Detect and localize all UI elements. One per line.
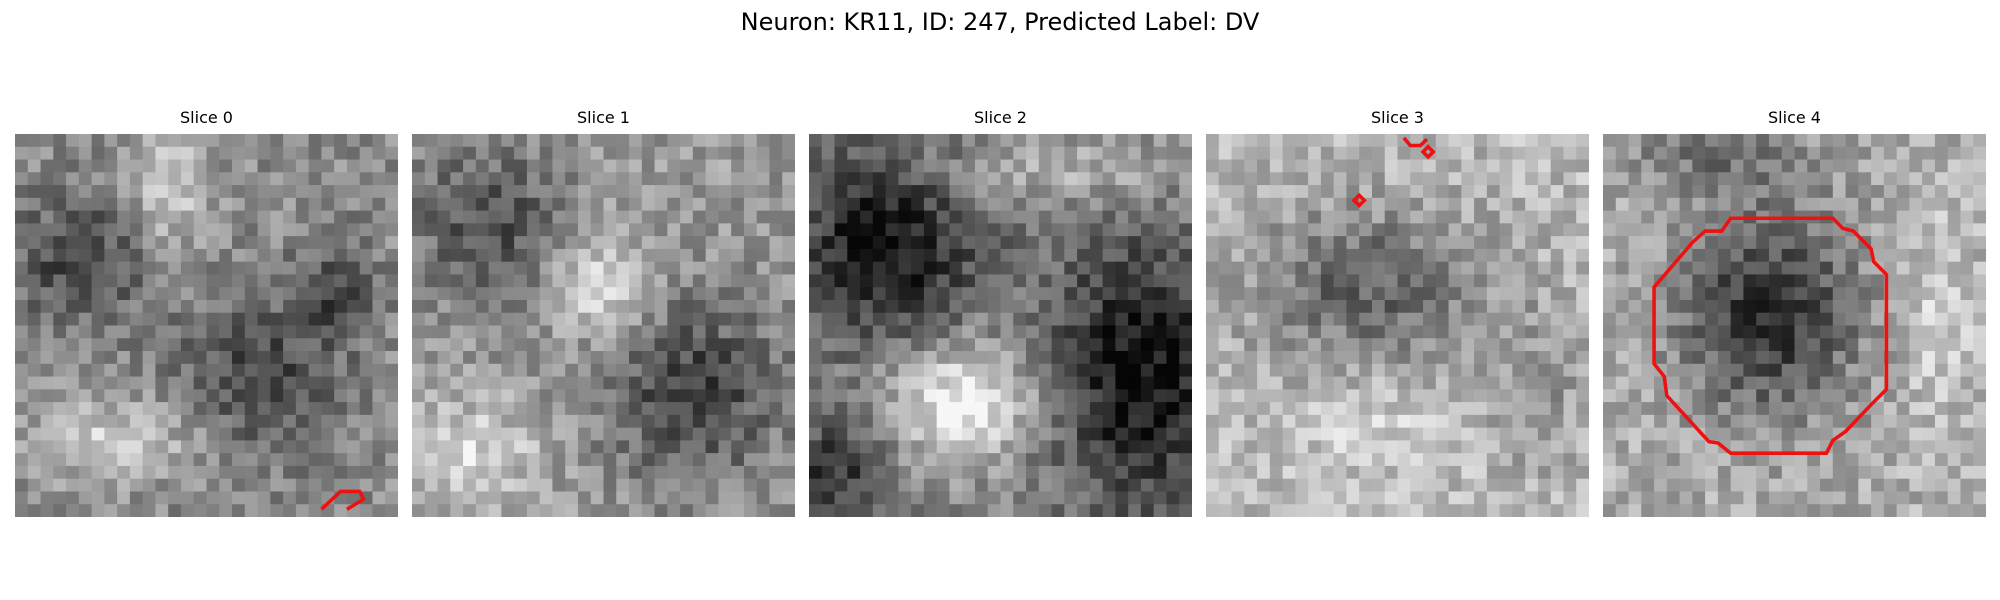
slice-panel-2: Slice 2: [809, 108, 1192, 518]
slice-image-3: [1206, 134, 1589, 517]
contour-fragment: [320, 489, 366, 511]
slice-image-0: [15, 134, 398, 517]
pixel-grid-2: [809, 134, 1192, 517]
contour-fragment: [1402, 136, 1429, 148]
slice-panel-0: Slice 0: [15, 108, 398, 518]
slice-title-1: Slice 1: [577, 108, 630, 127]
slice-panel-1: Slice 1: [412, 108, 795, 518]
slice-title-4: Slice 4: [1768, 108, 1821, 127]
slice-panel-4: Slice 4: [1603, 108, 1986, 518]
slice-panel-3: Slice 3: [1206, 108, 1589, 518]
pixel-grid-4: [1603, 134, 1986, 517]
pixel-grid-0: [15, 134, 398, 517]
slice-title-3: Slice 3: [1371, 108, 1424, 127]
slice-title-0: Slice 0: [180, 108, 233, 127]
slice-image-1: [412, 134, 795, 517]
slice-image-2: [809, 134, 1192, 517]
pixel-grid-1: [412, 134, 795, 517]
pixel-grid-3: [1206, 134, 1589, 517]
cell-contour: [1652, 216, 1889, 455]
contour-fragment: [1420, 144, 1436, 160]
slice-image-4: [1603, 134, 1986, 517]
slice-title-2: Slice 2: [974, 108, 1027, 127]
contour-fragment: [1351, 192, 1367, 209]
figure-title: Neuron: KR11, ID: 247, Predicted Label: …: [740, 8, 1260, 36]
